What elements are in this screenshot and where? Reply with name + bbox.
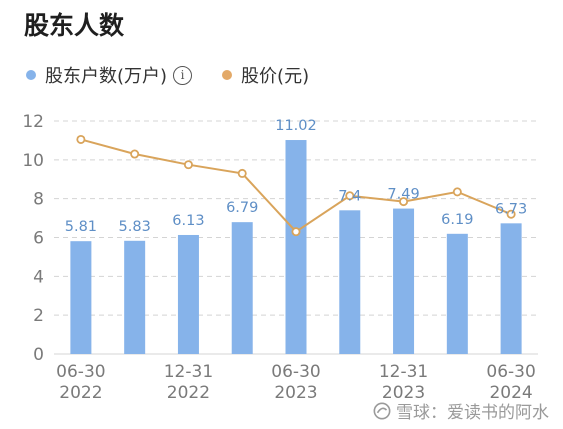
legend-item-holders[interactable]: 股东户数(万户) i xyxy=(26,62,193,88)
snowball-logo-icon xyxy=(373,402,391,419)
price-point xyxy=(130,149,140,159)
price-point xyxy=(76,134,86,144)
x-tick-label: 06-30 xyxy=(271,362,320,382)
bar-value-label: 5.81 xyxy=(65,219,97,235)
bar xyxy=(70,241,92,354)
bar xyxy=(446,233,468,354)
price-point xyxy=(452,187,462,197)
bar-value-label: 6.13 xyxy=(172,213,204,229)
price-point xyxy=(345,191,355,201)
watermark: 雪球： 爱读书的阿水 xyxy=(373,398,549,423)
x-tick-label: 2022 xyxy=(167,383,210,403)
holders-legend-dot xyxy=(26,70,36,80)
x-tick-label: 2023 xyxy=(274,383,317,403)
price-point xyxy=(506,209,516,219)
chart-title: 股东人数 xyxy=(24,11,125,40)
x-tick-label: 2024 xyxy=(489,383,532,403)
bar-value-label: 6.73 xyxy=(495,201,527,217)
bar-value-label: 11.02 xyxy=(275,118,317,134)
price-legend-dot xyxy=(222,70,233,80)
x-tick-label: 12-31 xyxy=(379,362,428,382)
watermark-author: 爱读书的阿水 xyxy=(447,403,549,423)
legend-item-price[interactable]: 股价(元) xyxy=(222,62,309,88)
y-tick-label: 6 xyxy=(33,229,44,249)
price-point xyxy=(291,227,301,237)
bar xyxy=(124,240,146,354)
bar-value-label: 7.49 xyxy=(387,187,419,203)
legend: 股东户数(万户) i 股价(元) xyxy=(26,62,339,88)
x-tick-label: 06-30 xyxy=(56,362,105,382)
y-tick-label: 4 xyxy=(33,267,44,287)
bar xyxy=(177,234,199,354)
bar-value-label: 6.19 xyxy=(441,212,473,228)
info-icon[interactable]: i xyxy=(173,65,193,85)
y-tick-label: 8 xyxy=(33,190,44,210)
price-point xyxy=(183,160,193,170)
x-tick-label: 12-31 xyxy=(164,362,213,382)
bar xyxy=(339,210,361,354)
y-tick-label: 10 xyxy=(22,151,44,171)
price-point xyxy=(399,197,409,207)
bar xyxy=(231,222,253,354)
bar xyxy=(285,140,307,354)
y-tick-label: 12 xyxy=(22,112,44,132)
bar-value-label: 6.79 xyxy=(226,200,258,216)
y-tick-label: 0 xyxy=(33,345,44,365)
watermark-brand: 雪球： xyxy=(396,403,447,423)
x-tick-label: 2022 xyxy=(59,383,102,403)
price-point xyxy=(237,168,247,178)
bar xyxy=(393,208,415,354)
x-tick-label: 06-30 xyxy=(486,362,535,382)
bar-value-label: 7.4 xyxy=(338,188,361,204)
x-tick-label: 2023 xyxy=(382,383,425,403)
bar-value-label: 5.83 xyxy=(119,219,151,235)
bar xyxy=(500,223,522,354)
holders-legend-label: 股东户数(万户) xyxy=(45,66,168,87)
price-legend-label: 股价(元) xyxy=(241,66,310,87)
y-tick-label: 2 xyxy=(33,306,44,326)
